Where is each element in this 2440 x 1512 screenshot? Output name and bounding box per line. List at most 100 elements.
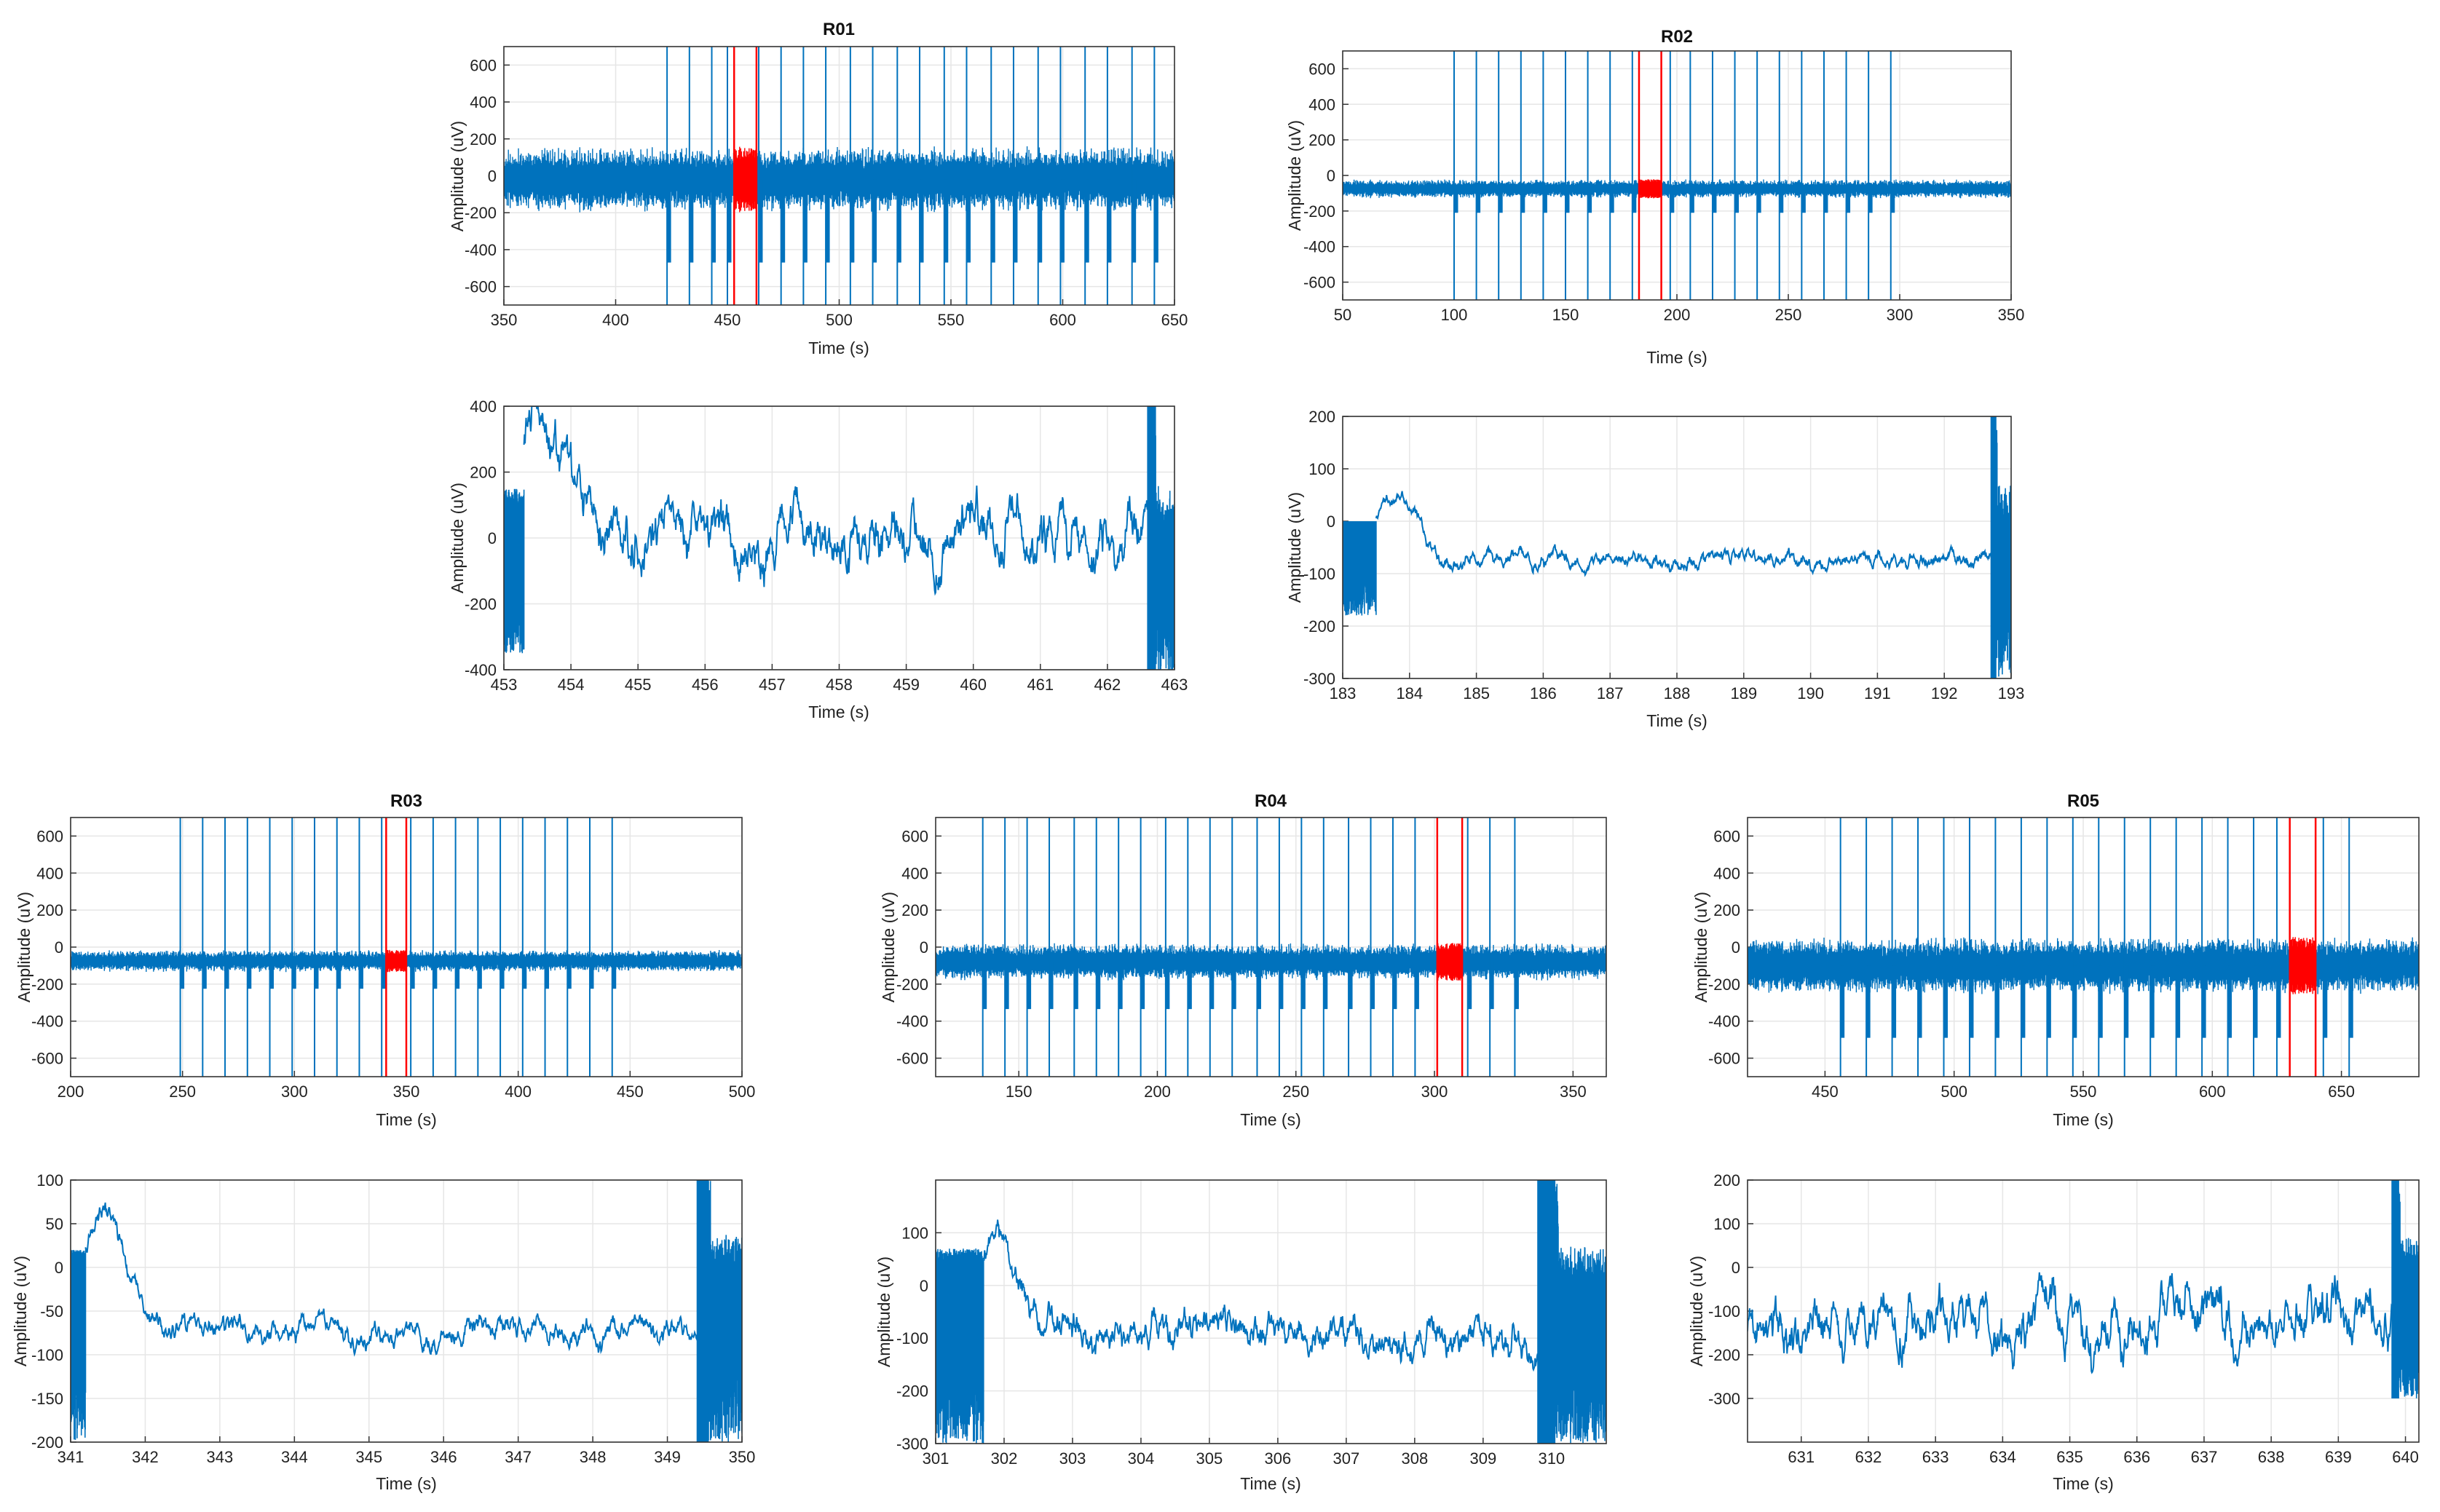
x-tick-label: 185 bbox=[1463, 684, 1490, 702]
plot-frame bbox=[1342, 50, 2012, 301]
x-tick-label: 300 bbox=[1421, 1082, 1448, 1101]
x-tick-label: 350 bbox=[1560, 1082, 1587, 1101]
panel-r05-detail: Time (s) Amplitude (uV) 631 632 633 634 635 6… bbox=[1687, 1171, 2420, 1493]
y-tick-label: -200 bbox=[465, 595, 497, 614]
x-tick-label: 450 bbox=[714, 311, 741, 329]
panel-r04-overview: R04 Time (s) Amplitude (uV) 150 200 250 300… bbox=[879, 791, 1607, 1129]
y-tick-label: 100 bbox=[36, 1171, 63, 1190]
y-tick-label: -200 bbox=[1303, 617, 1335, 636]
x-tick-label: 306 bbox=[1265, 1449, 1292, 1468]
x-axis-label: Time (s) bbox=[1240, 1110, 1300, 1129]
x-tick-label: 350 bbox=[491, 311, 518, 329]
panel-r04-detail: Time (s) Amplitude (uV) 301 302 303 304 305 3… bbox=[874, 1179, 1607, 1493]
signal-trace bbox=[504, 146, 1174, 213]
y-tick-label: 400 bbox=[36, 864, 63, 882]
x-tick-label: 600 bbox=[1049, 311, 1076, 329]
x-tick-label: 341 bbox=[58, 1448, 84, 1466]
data-layer bbox=[936, 818, 1606, 1077]
y-tick-label: 600 bbox=[36, 827, 63, 845]
x-tick-label: 650 bbox=[1161, 311, 1188, 329]
panel-r02-overview: R02 Time (s) Amplitude (uV) 50 100 150 200 2… bbox=[1285, 27, 2024, 367]
signal-trace bbox=[982, 1219, 1539, 1372]
y-tick-label: 600 bbox=[1308, 60, 1335, 78]
x-tick-label: 350 bbox=[1998, 306, 2025, 324]
y-tick-label: -400 bbox=[1708, 1013, 1740, 1031]
y-axis-label: Amplitude (uV) bbox=[1285, 492, 1304, 603]
plot-frame bbox=[70, 817, 743, 1077]
chart-title: R05 bbox=[2067, 791, 2099, 811]
x-tick-label: 200 bbox=[58, 1082, 84, 1101]
x-axis-label: Time (s) bbox=[2053, 1110, 2113, 1129]
y-tick-label: -300 bbox=[896, 1435, 928, 1453]
data-layer bbox=[1343, 51, 2011, 300]
highlight-trace bbox=[1437, 943, 1463, 981]
chart-title: R04 bbox=[1255, 791, 1287, 811]
y-tick-label: 600 bbox=[470, 56, 497, 74]
y-tick-label: -400 bbox=[465, 241, 497, 259]
x-tick-label: 637 bbox=[2191, 1448, 2218, 1466]
x-tick-label: 192 bbox=[1931, 684, 1958, 702]
burst-start bbox=[1343, 521, 1377, 616]
y-tick-label: 0 bbox=[1327, 512, 1335, 531]
plot-frame bbox=[1342, 416, 2012, 679]
y-tick-label: 0 bbox=[1327, 167, 1335, 185]
data-layer bbox=[71, 1180, 742, 1442]
burst-end bbox=[1990, 416, 2011, 678]
y-tick-label: 0 bbox=[55, 938, 63, 957]
y-tick-label: -600 bbox=[896, 1050, 928, 1068]
y-axis-label: Amplitude (uV) bbox=[448, 121, 467, 231]
y-axis-label: Amplitude (uV) bbox=[879, 892, 898, 1002]
x-tick-label: 457 bbox=[759, 676, 786, 694]
y-tick-label: 600 bbox=[1713, 827, 1740, 845]
burst-end bbox=[1537, 1180, 1606, 1444]
x-tick-label: 300 bbox=[1887, 306, 1914, 324]
x-tick-label: 343 bbox=[207, 1448, 234, 1466]
y-tick-label: -300 bbox=[1303, 670, 1335, 688]
y-tick-label: 0 bbox=[920, 938, 928, 957]
y-tick-label: -600 bbox=[465, 278, 497, 296]
y-tick-label: 0 bbox=[1732, 1259, 1740, 1277]
y-axis-label: Amplitude (uV) bbox=[1285, 120, 1304, 231]
x-tick-label: 458 bbox=[826, 676, 853, 694]
y-tick-label: -200 bbox=[896, 1382, 928, 1401]
y-tick-label: -50 bbox=[40, 1302, 63, 1321]
x-tick-label: 635 bbox=[2056, 1448, 2083, 1466]
x-tick-label: 400 bbox=[602, 311, 629, 329]
x-tick-label: 450 bbox=[617, 1082, 644, 1101]
y-tick-label: -600 bbox=[31, 1050, 63, 1068]
x-tick-label: 309 bbox=[1469, 1449, 1496, 1468]
x-tick-label: 50 bbox=[1334, 306, 1351, 324]
x-tick-label: 301 bbox=[923, 1449, 949, 1468]
y-tick-label: -100 bbox=[896, 1329, 928, 1347]
burst-end bbox=[2391, 1180, 2419, 1398]
y-tick-label: 50 bbox=[46, 1215, 63, 1233]
data-layer bbox=[1343, 416, 2011, 678]
x-tick-label: 303 bbox=[1059, 1449, 1086, 1468]
y-tick-label: -200 bbox=[31, 975, 63, 994]
x-tick-label: 454 bbox=[558, 676, 585, 694]
x-tick-label: 350 bbox=[393, 1082, 420, 1101]
x-tick-label: 300 bbox=[281, 1082, 308, 1101]
data-layer bbox=[1748, 1180, 2419, 1398]
x-tick-label: 250 bbox=[1775, 306, 1802, 324]
y-tick-label: 200 bbox=[470, 130, 497, 149]
x-tick-label: 305 bbox=[1196, 1449, 1223, 1468]
y-tick-label: -300 bbox=[1708, 1390, 1740, 1408]
x-tick-label: 100 bbox=[1441, 306, 1468, 324]
y-tick-label: -200 bbox=[1708, 975, 1740, 994]
x-tick-label: 150 bbox=[1006, 1082, 1033, 1101]
y-tick-label: 400 bbox=[901, 864, 928, 882]
y-tick-label: -200 bbox=[1708, 1346, 1740, 1364]
plot-frame bbox=[70, 1179, 743, 1443]
x-tick-label: 350 bbox=[729, 1448, 756, 1466]
y-tick-label: 200 bbox=[901, 901, 928, 919]
x-axis-label: Time (s) bbox=[1240, 1474, 1300, 1493]
burst-end bbox=[1147, 406, 1174, 670]
x-tick-label: 500 bbox=[826, 311, 853, 329]
y-tick-label: -200 bbox=[1303, 202, 1335, 221]
y-tick-label: -200 bbox=[31, 1433, 63, 1452]
x-tick-label: 632 bbox=[1855, 1448, 1882, 1466]
x-tick-label: 638 bbox=[2258, 1448, 2285, 1466]
signal-trace bbox=[523, 406, 1148, 596]
x-tick-label: 302 bbox=[991, 1449, 1018, 1468]
